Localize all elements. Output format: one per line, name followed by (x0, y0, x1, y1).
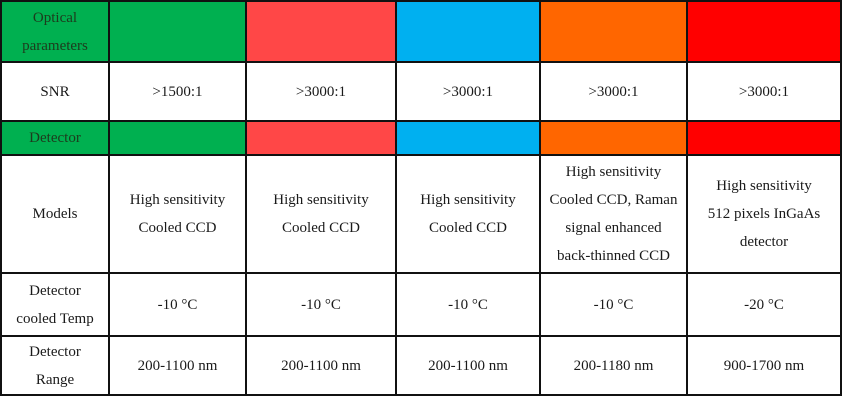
detector-color-cell-4 (539, 120, 688, 156)
models-value-5: High sensitivity 512 pixels InGaAs detec… (686, 154, 842, 274)
models-3-line-1: High sensitivity (420, 192, 516, 208)
detector-label-cell: Detector (0, 120, 110, 156)
detector-range-row: Detector Range 200-1100 nm 200-1100 nm 2… (0, 335, 842, 396)
models-4-line-2: Cooled CCD, Raman (549, 192, 678, 208)
cooled-temp-row: Detector cooled Temp -10 °C -10 °C -10 °… (0, 272, 842, 337)
snr-value-2: >3000:1 (245, 61, 397, 122)
cooled-temp-label-line-2: cooled Temp (16, 310, 94, 327)
optical-color-cell-4 (539, 0, 688, 63)
cooled-temp-label: Detector cooled Temp (0, 272, 110, 337)
models-2-line-1: High sensitivity (273, 192, 369, 208)
cooled-temp-value-5: -20 °C (686, 272, 842, 337)
optical-label-line-1: Optical (32, 9, 78, 26)
detector-range-value-3: 200-1100 nm (395, 335, 541, 396)
models-4-line-1: High sensitivity (565, 164, 662, 180)
cooled-temp-value-4: -10 °C (539, 272, 688, 337)
snr-value-3: >3000:1 (395, 61, 541, 122)
optical-color-cell-2 (245, 0, 397, 63)
models-4-line-4: back-thinned CCD (557, 248, 670, 264)
detector-color-cell-2 (245, 120, 397, 156)
detector-range-label-line-2: Range (35, 371, 75, 388)
detector-color-cell-1 (108, 120, 247, 156)
models-value-2: High sensitivity Cooled CCD (245, 154, 397, 274)
cooled-temp-value-3: -10 °C (395, 272, 541, 337)
detector-range-label-line-1: Detector (29, 343, 81, 360)
models-2-line-2: Cooled CCD (282, 220, 360, 236)
models-3-line-2: Cooled CCD (429, 220, 507, 236)
detector-color-cell-3 (395, 120, 541, 156)
snr-label: SNR (0, 61, 110, 122)
detector-header-row: Detector (0, 120, 842, 156)
optical-parameters-header-row: Optical parameters (0, 0, 842, 63)
models-4-line-3: signal enhanced (565, 220, 662, 236)
detector-range-value-2: 200-1100 nm (245, 335, 397, 396)
models-1-line-1: High sensitivity (129, 192, 226, 208)
models-value-3: High sensitivity Cooled CCD (395, 154, 541, 274)
models-5-line-1: High sensitivity (716, 178, 812, 194)
optical-parameters-label-cell: Optical parameters (0, 0, 110, 63)
models-1-line-2: Cooled CCD (138, 220, 217, 236)
spec-table: Optical parameters SNR >1500:1 >3000:1 >… (0, 0, 842, 396)
detector-range-label: Detector Range (0, 335, 110, 396)
optical-color-cell-1 (108, 0, 247, 63)
snr-value-5: >3000:1 (686, 61, 842, 122)
detector-color-cell-5 (686, 120, 842, 156)
optical-color-cell-5 (686, 0, 842, 63)
models-value-1: High sensitivity Cooled CCD (108, 154, 247, 274)
cooled-temp-value-2: -10 °C (245, 272, 397, 337)
optical-label-line-2: parameters (22, 37, 88, 54)
detector-range-value-4: 200-1180 nm (539, 335, 688, 396)
models-label: Models (0, 154, 110, 274)
snr-value-1: >1500:1 (108, 61, 247, 122)
cooled-temp-label-line-1: Detector (29, 282, 81, 299)
models-row: Models High sensitivity Cooled CCD High … (0, 154, 842, 274)
optical-color-cell-3 (395, 0, 541, 63)
detector-range-value-5: 900-1700 nm (686, 335, 842, 396)
models-5-line-2: 512 pixels InGaAs (707, 206, 821, 222)
snr-value-4: >3000:1 (539, 61, 688, 122)
cooled-temp-value-1: -10 °C (108, 272, 247, 337)
snr-row: SNR >1500:1 >3000:1 >3000:1 >3000:1 >300… (0, 61, 842, 122)
models-5-line-3: detector (739, 234, 789, 250)
detector-range-value-1: 200-1100 nm (108, 335, 247, 396)
models-value-4: High sensitivity Cooled CCD, Raman signa… (539, 154, 688, 274)
